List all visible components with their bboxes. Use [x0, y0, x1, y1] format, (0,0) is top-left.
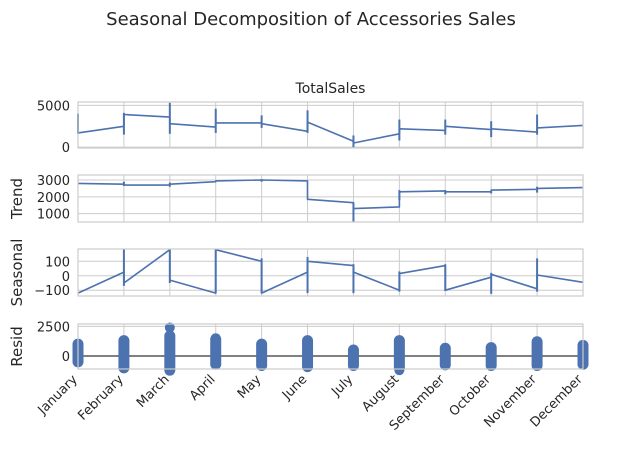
- x-tick-label: June: [279, 372, 310, 403]
- y-tick-label: 0: [62, 141, 70, 156]
- y-axis-label: Seasonal: [8, 239, 26, 307]
- resid-point: [164, 322, 175, 333]
- x-tick-label: February: [75, 372, 127, 424]
- x-tick-label: March: [134, 372, 173, 411]
- panel-observed: 0 5000 TotalSales: [37, 81, 584, 156]
- y-tick-label: 0: [62, 350, 70, 365]
- x-tick-label: January: [35, 372, 81, 418]
- y-tick-label: 0: [62, 270, 70, 285]
- y-tick-label: 100: [45, 255, 70, 270]
- y-tick-label: 2000: [37, 191, 70, 206]
- panel-trend: 1000 2000 3000 Trend: [8, 174, 584, 223]
- x-tick-label: October: [447, 372, 495, 420]
- panel-frame: [77, 174, 584, 223]
- panel-resid: 0 2500 Resid: [8, 320, 589, 376]
- series-line-observed: [77, 113, 584, 144]
- panel-frame: [77, 101, 584, 149]
- panel-frame: [77, 323, 584, 370]
- panel-title: TotalSales: [295, 81, 366, 97]
- y-tick-label: 1000: [37, 208, 70, 223]
- resid-point: [210, 333, 221, 344]
- x-tick-label: July: [328, 372, 356, 400]
- y-tick-label: 3000: [37, 174, 70, 189]
- x-tick-label: April: [187, 372, 219, 404]
- x-tick-label: May: [235, 372, 265, 402]
- y-axis-label: Resid: [8, 326, 26, 366]
- resid-point: [394, 365, 405, 376]
- series-line-trend: [77, 179, 584, 210]
- y-tick-label: −100: [34, 284, 70, 299]
- chart-title: Seasonal Decomposition of Accessories Sa…: [106, 9, 516, 30]
- series-line-seasonal: [77, 248, 584, 294]
- panel-frame: [77, 248, 584, 297]
- y-axis-label: Trend: [8, 178, 26, 220]
- y-tick-label: 5000: [37, 99, 70, 114]
- y-tick-label: 2500: [37, 320, 70, 335]
- panels: 05000TotalSales100020003000Trend−1000100…: [8, 81, 589, 376]
- x-tick-label: August: [359, 372, 402, 415]
